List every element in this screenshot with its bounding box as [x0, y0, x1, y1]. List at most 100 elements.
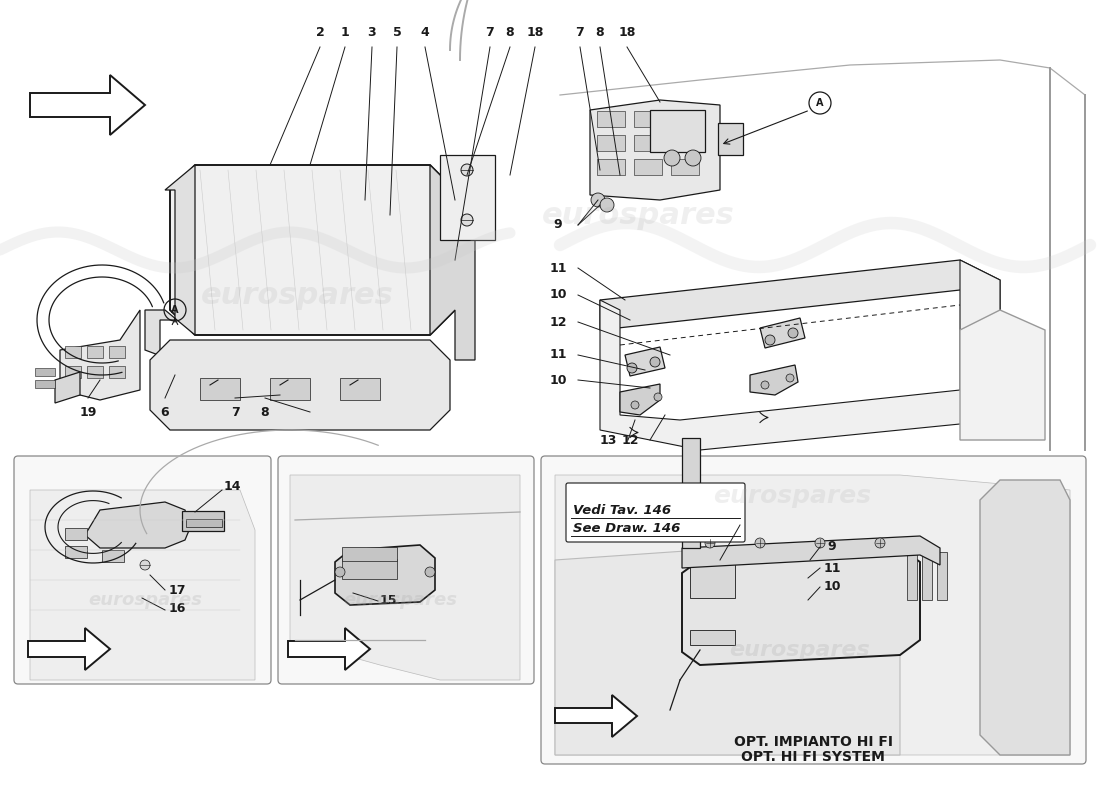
Text: 10: 10 — [549, 289, 566, 302]
Bar — [109, 346, 125, 358]
Text: 15: 15 — [379, 594, 397, 606]
Polygon shape — [430, 165, 475, 360]
Text: eurospares: eurospares — [88, 591, 202, 609]
Text: 1: 1 — [341, 26, 350, 39]
Text: eurospares: eurospares — [729, 640, 870, 660]
Text: 5: 5 — [393, 26, 402, 39]
Text: eurospares: eurospares — [343, 591, 456, 609]
Bar — [690, 630, 735, 645]
Polygon shape — [55, 372, 80, 403]
Polygon shape — [600, 260, 1000, 450]
Text: 7: 7 — [231, 406, 240, 418]
Polygon shape — [556, 695, 637, 737]
Text: 11: 11 — [823, 562, 840, 574]
Text: 12: 12 — [621, 434, 639, 446]
Circle shape — [600, 198, 614, 212]
Circle shape — [664, 150, 680, 166]
Bar — [922, 552, 932, 600]
Bar — [87, 366, 103, 378]
Bar — [342, 547, 397, 561]
Bar — [671, 159, 698, 175]
Polygon shape — [30, 490, 255, 680]
Bar — [65, 528, 87, 540]
Text: 9: 9 — [553, 218, 562, 231]
Circle shape — [755, 538, 764, 548]
Text: 8: 8 — [506, 26, 515, 39]
Bar — [87, 346, 103, 358]
FancyBboxPatch shape — [14, 456, 271, 684]
Text: 2: 2 — [316, 26, 324, 39]
Text: 12: 12 — [549, 315, 566, 329]
Polygon shape — [30, 75, 145, 135]
Bar — [671, 111, 698, 127]
Bar — [634, 111, 662, 127]
Polygon shape — [290, 475, 520, 680]
Bar — [342, 559, 397, 579]
Bar — [671, 135, 698, 151]
Text: OPT. IMPIANTO HI FI: OPT. IMPIANTO HI FI — [734, 735, 892, 749]
Circle shape — [786, 374, 794, 382]
Polygon shape — [590, 100, 720, 200]
Text: Vedi Tav. 146: Vedi Tav. 146 — [573, 503, 671, 517]
Polygon shape — [750, 365, 798, 395]
Text: 3: 3 — [367, 26, 376, 39]
Text: 17: 17 — [168, 583, 186, 597]
Bar — [634, 135, 662, 151]
Text: 13: 13 — [600, 434, 617, 446]
Circle shape — [685, 150, 701, 166]
Bar — [35, 368, 55, 376]
FancyBboxPatch shape — [278, 456, 534, 684]
FancyBboxPatch shape — [566, 483, 745, 542]
Bar — [597, 135, 625, 151]
Polygon shape — [960, 310, 1045, 440]
Bar — [682, 438, 700, 548]
Bar — [340, 378, 379, 400]
Bar — [65, 366, 81, 378]
Polygon shape — [170, 165, 455, 335]
Bar — [65, 546, 87, 558]
Bar — [109, 366, 125, 378]
Text: eurospares: eurospares — [200, 282, 394, 310]
Bar — [186, 519, 222, 527]
Text: OPT. HI FI SYSTEM: OPT. HI FI SYSTEM — [741, 750, 884, 764]
Text: eurospares: eurospares — [713, 484, 871, 508]
Bar — [440, 155, 495, 240]
Circle shape — [591, 193, 605, 207]
Bar — [597, 159, 625, 175]
Circle shape — [336, 567, 345, 577]
Polygon shape — [980, 480, 1070, 755]
Text: 10: 10 — [823, 581, 840, 594]
Text: 10: 10 — [549, 374, 566, 386]
Circle shape — [654, 393, 662, 401]
Circle shape — [788, 328, 798, 338]
Text: eurospares: eurospares — [541, 202, 735, 230]
Text: 7: 7 — [575, 26, 584, 39]
Bar — [597, 111, 625, 127]
Bar — [634, 159, 662, 175]
Bar — [650, 110, 705, 152]
Polygon shape — [336, 545, 434, 605]
Circle shape — [627, 363, 637, 373]
Text: 7: 7 — [485, 26, 494, 39]
Polygon shape — [288, 628, 370, 670]
FancyBboxPatch shape — [541, 456, 1086, 764]
Polygon shape — [556, 550, 900, 755]
Text: 6: 6 — [161, 406, 169, 418]
Bar — [690, 560, 735, 598]
Text: 19: 19 — [79, 406, 97, 418]
Circle shape — [140, 560, 150, 570]
Polygon shape — [682, 548, 920, 665]
Circle shape — [461, 164, 473, 176]
Polygon shape — [600, 260, 1000, 330]
Bar — [35, 380, 55, 388]
Text: 11: 11 — [549, 262, 566, 274]
Text: A: A — [172, 305, 178, 315]
Text: 18: 18 — [618, 26, 636, 39]
Bar — [908, 552, 917, 600]
Bar — [102, 550, 124, 562]
Text: 16: 16 — [168, 602, 186, 614]
Bar — [182, 511, 224, 531]
Text: 8: 8 — [261, 406, 270, 418]
Polygon shape — [145, 165, 195, 365]
Text: 18: 18 — [526, 26, 543, 39]
